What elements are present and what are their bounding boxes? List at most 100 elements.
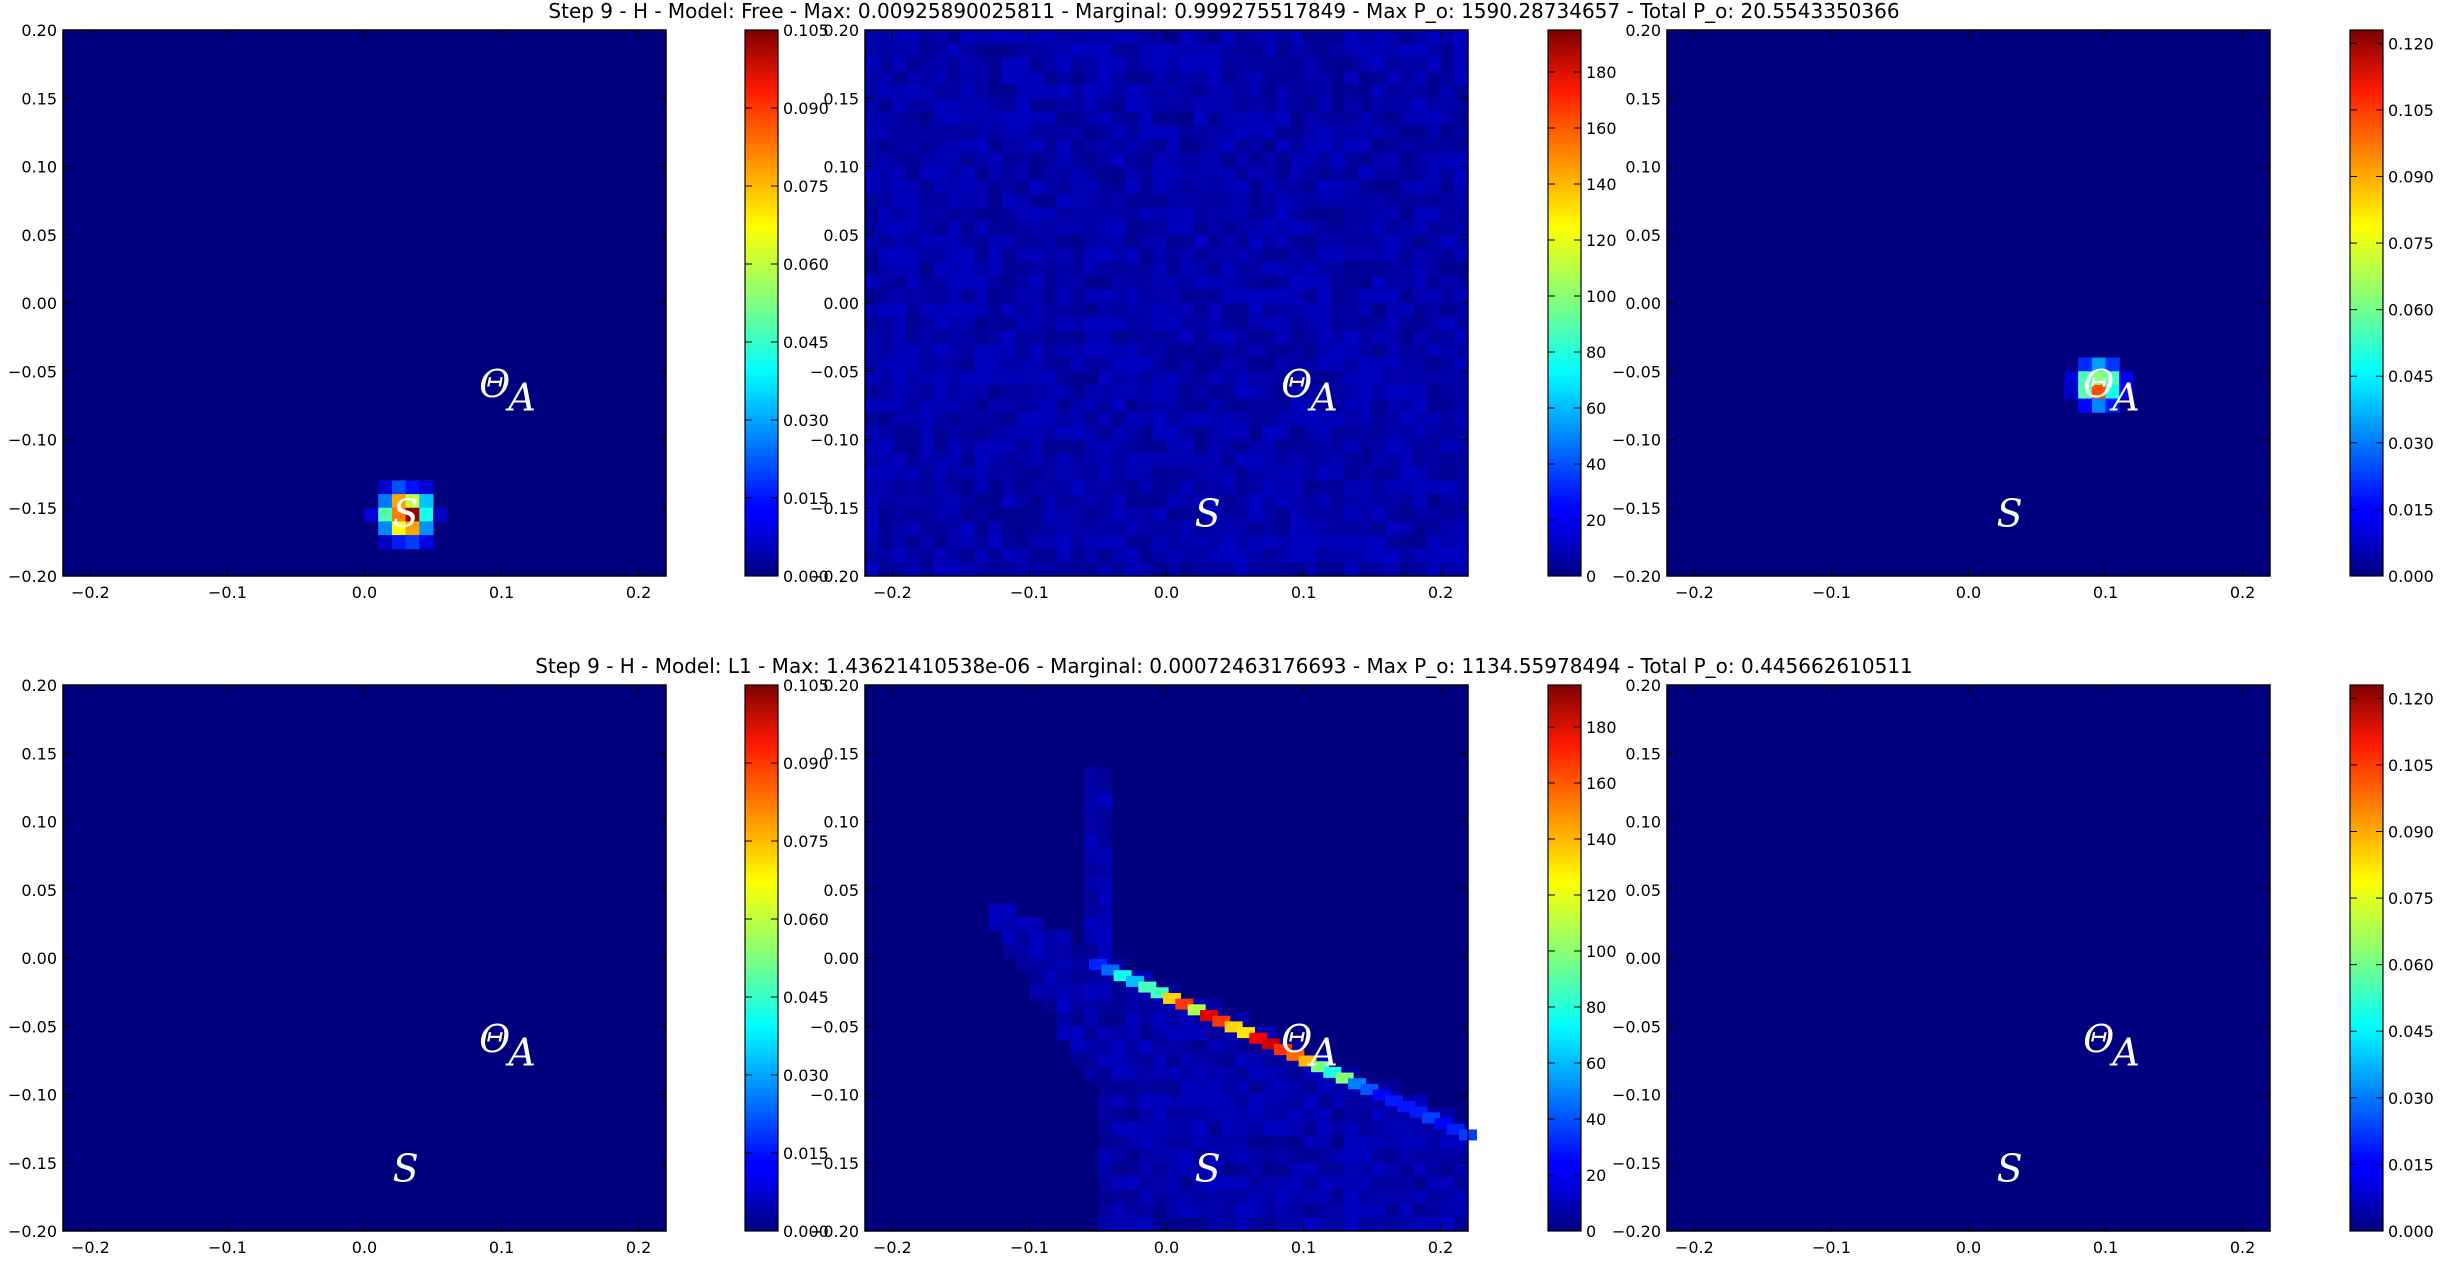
heatmap-cell — [865, 43, 880, 58]
heatmap-cell — [919, 535, 935, 550]
heatmap-cell — [1289, 248, 1305, 263]
heatmap-cell — [1426, 70, 1442, 86]
heatmap-cell — [1002, 903, 1017, 918]
heatmap-cell — [1303, 303, 1318, 318]
heatmap-cell — [878, 357, 893, 372]
heatmap-cell — [1097, 98, 1113, 113]
heatmap-cell — [1289, 180, 1305, 195]
heatmap-cell — [1235, 221, 1250, 236]
heatmap-cell — [1235, 548, 1250, 563]
heatmap-cell — [1289, 316, 1305, 331]
heatmap-cell — [1317, 30, 1332, 45]
x-tick-label: 0.1 — [2093, 1238, 2118, 1257]
heatmap-cell — [1180, 439, 1195, 454]
heatmap-cell — [1235, 1190, 1250, 1205]
heatmap-cell — [1413, 303, 1428, 318]
heatmap-cell — [1344, 357, 1359, 372]
heatmap-cell — [1139, 1080, 1154, 1095]
heatmap-cell — [1015, 221, 1030, 236]
heatmap-cell — [1084, 303, 1099, 318]
heatmap-cell — [1180, 289, 1195, 304]
heatmap-cell — [1289, 152, 1305, 167]
heatmap-cell — [1152, 139, 1167, 154]
x-tick-label: 0.2 — [2230, 1238, 2255, 1257]
heatmap-cell — [1029, 535, 1044, 550]
heatmap-cell — [933, 412, 948, 427]
heatmap-cell — [960, 412, 976, 427]
heatmap-cell — [919, 494, 935, 509]
heatmap-cell — [1440, 30, 1455, 45]
heatmap-cell — [1015, 425, 1030, 440]
heatmap-cell — [1139, 507, 1154, 522]
heatmap-cell — [1207, 152, 1222, 167]
heatmap-cell — [1180, 1026, 1195, 1041]
heatmap-cell — [1125, 262, 1140, 277]
heatmap-cell — [1111, 494, 1126, 509]
heatmap-cell — [1084, 1026, 1099, 1041]
heatmap-cell — [865, 330, 880, 345]
x-tick-label: −0.2 — [71, 583, 110, 602]
heatmap-cell — [1413, 234, 1428, 249]
heatmap-cell — [1139, 166, 1154, 181]
colorbar-tick-label: 0.015 — [783, 489, 829, 508]
y-tick-label: 0.00 — [823, 949, 859, 968]
heatmap-cell — [1385, 548, 1400, 563]
heatmap-cell — [1317, 330, 1332, 345]
heatmap-cell — [1385, 466, 1400, 481]
heatmap-cell — [1385, 234, 1400, 249]
heatmap-cell — [1289, 384, 1305, 400]
heatmap-cell — [1180, 1203, 1195, 1218]
heatmap-cell — [878, 262, 893, 277]
heatmap-cell — [1152, 111, 1167, 127]
heatmap-cell — [1289, 453, 1305, 468]
heatmap-cell — [1330, 439, 1346, 454]
heatmap-cell — [892, 507, 907, 522]
heatmap-cell — [1399, 207, 1414, 222]
heatmap-cell — [1180, 84, 1195, 99]
heatmap-cell — [1358, 412, 1373, 427]
y-tick-label: 0.15 — [823, 89, 859, 108]
heatmap-cell — [1385, 98, 1400, 113]
heatmap-cell — [2091, 357, 2107, 372]
heatmap-cell — [1207, 1176, 1222, 1191]
heatmap-cell — [1152, 1217, 1167, 1232]
heatmap-cell — [892, 248, 907, 263]
heatmap-cell — [1358, 84, 1373, 99]
heatmap-cell — [1276, 84, 1291, 99]
heatmap-cell — [1056, 289, 1072, 304]
heatmap-cell — [878, 439, 893, 454]
heatmap-cell — [947, 262, 962, 277]
heatmap-cell — [1276, 70, 1291, 86]
heatmap-cell — [1097, 453, 1113, 468]
heatmap-cell — [1317, 1203, 1332, 1218]
y-tick-label: 0.15 — [1625, 744, 1661, 763]
heatmap-cell — [1180, 1149, 1195, 1164]
heatmap-cell — [1070, 98, 1085, 113]
heatmap-cell — [1358, 1217, 1373, 1232]
heatmap-cell — [1385, 1190, 1400, 1205]
heatmap-cell — [1097, 289, 1113, 304]
heatmap-cell — [1193, 289, 1209, 304]
heatmap-cell — [1248, 1080, 1263, 1095]
heatmap-cell — [1330, 303, 1346, 318]
heatmap-cell — [1029, 917, 1044, 932]
heatmap-cell — [1276, 98, 1291, 113]
heatmap-cell — [1235, 384, 1250, 400]
heatmap-cell — [1330, 357, 1346, 372]
heatmap-cell — [1152, 494, 1167, 509]
heatmap-cell — [1372, 316, 1387, 331]
heatmap-cell — [1125, 1162, 1140, 1177]
heatmap-cell — [1372, 139, 1387, 154]
heatmap-cell — [1221, 535, 1236, 550]
heatmap-cell — [960, 371, 976, 386]
heatmap-cell — [1440, 43, 1455, 58]
heatmap-cell — [1303, 425, 1318, 440]
heatmap-cell — [1043, 971, 1058, 986]
heatmap-cell — [1084, 57, 1099, 72]
colorbar-tick-label: 0.060 — [783, 910, 829, 929]
heatmap-cell — [1440, 535, 1455, 550]
heatmap-cell — [1303, 1094, 1318, 1109]
heatmap-cell — [1180, 1094, 1195, 1109]
